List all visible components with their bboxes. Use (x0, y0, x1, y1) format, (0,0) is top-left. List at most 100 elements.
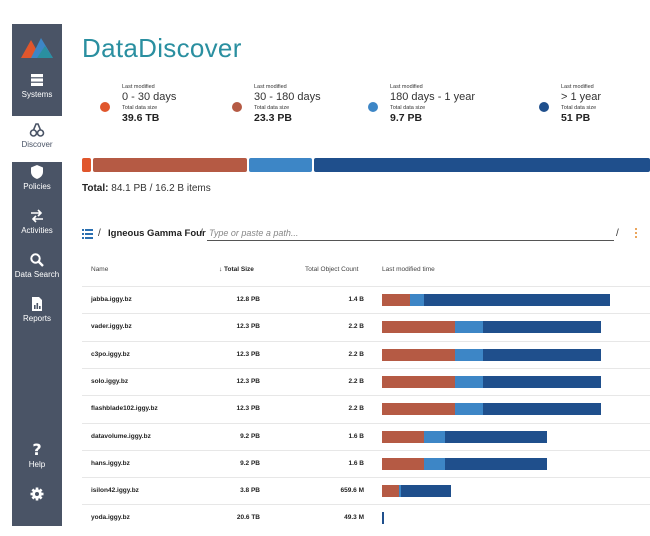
column-header-last-modified[interactable]: Last modified time (382, 266, 435, 273)
row-name[interactable]: flashblade102.iggy.bz (91, 405, 158, 413)
sidebar-item-label: Discover (21, 140, 53, 149)
table-row[interactable]: datavolume.iggy.bz 9.2 PB 1.6 B (82, 422, 650, 451)
sidebar-item-activities[interactable]: Activities (12, 208, 62, 252)
sidebar-item-label: Systems (21, 90, 53, 99)
table-row[interactable]: vader.iggy.bz 12.3 PB 2.2 B (82, 313, 650, 341)
row-age-segment (483, 403, 601, 416)
sidebar-item-data-search[interactable]: Data Search (12, 252, 62, 296)
binoculars-icon (29, 123, 45, 137)
path-bar: / Igneous Gamma Four / / (82, 226, 650, 244)
row-name[interactable]: hans.iggy.bz (91, 459, 130, 467)
row-count: 659.6 M (340, 487, 365, 495)
help-button[interactable]: ? Help (12, 442, 62, 486)
table-row[interactable]: hans.iggy.bz 9.2 PB 1.6 B (82, 449, 650, 478)
row-age-segment (382, 403, 455, 416)
row-count: 1.4 B (348, 296, 364, 303)
search-icon (30, 253, 44, 267)
row-size: 3.8 PB (240, 487, 260, 495)
row-name[interactable]: datavolume.iggy.bz (91, 432, 151, 440)
row-name[interactable]: jabba.iggy.bz (91, 296, 132, 303)
sidebar-item-label: Data Search (14, 270, 60, 279)
row-name[interactable]: solo.iggy.bz (91, 377, 129, 385)
legend-dot-icon (232, 102, 242, 112)
path-separator: / (98, 228, 101, 239)
sidebar-item-reports[interactable]: Reports (12, 296, 62, 340)
row-count: 2.2 B (348, 377, 364, 385)
help-label: Help (28, 460, 46, 469)
row-count: 2.2 B (348, 350, 364, 358)
legend-dot-icon (100, 102, 110, 112)
row-age-segment (455, 321, 483, 334)
row-age-segment (424, 430, 445, 443)
legend-last-modified-label: Last modified (122, 84, 155, 90)
row-age-segment (483, 375, 601, 388)
legend-last-modified-label: Last modified (561, 84, 594, 90)
row-size: 9.2 PB (240, 459, 260, 467)
path-trailing-separator: / (616, 228, 619, 239)
row-count: 49.3 M (344, 514, 364, 522)
legend-dot-icon (368, 102, 378, 112)
row-age-segment (483, 321, 601, 334)
total-distribution-bar (82, 158, 650, 172)
column-header-total-size[interactable]: ↓ Total Size (219, 266, 254, 273)
legend-size-label: Total data size (390, 105, 426, 111)
legend-size-label: Total data size (254, 105, 290, 111)
row-age-segment (382, 321, 455, 334)
row-age-segment (383, 512, 384, 525)
table-row[interactable]: c3po.iggy.bz 12.3 PB 2.2 B (82, 340, 650, 369)
row-name[interactable]: c3po.iggy.bz (91, 350, 130, 358)
row-age-segment (455, 348, 483, 361)
gear-icon (30, 487, 44, 501)
table-row[interactable]: isilon42.iggy.bz 3.8 PB 659.6 M (82, 477, 650, 505)
column-header-name[interactable]: Name (91, 266, 109, 273)
table-row[interactable]: flashblade102.iggy.bz 12.3 PB 2.2 B (82, 395, 650, 423)
row-size: 12.8 PB (236, 296, 261, 303)
table-row[interactable]: jabba.iggy.bz 12.8 PB 1.4 B (82, 286, 650, 314)
row-age-segment (455, 375, 483, 388)
path-input[interactable] (207, 226, 614, 241)
row-age-segment (424, 457, 445, 470)
legend-size-label: Total data size (561, 105, 597, 111)
total-value: 84.1 PB / 16.2 B items (111, 183, 211, 194)
sidebar-item-policies[interactable]: Policies (12, 164, 62, 208)
row-name[interactable]: isilon42.iggy.bz (91, 487, 139, 495)
row-size: 9.2 PB (240, 432, 260, 440)
row-count: 2.2 B (348, 405, 364, 413)
settings-button[interactable] (12, 486, 62, 530)
row-name[interactable]: vader.iggy.bz (91, 323, 132, 331)
main-content: DataDiscover Last modified 0 - 30 days Tot… (82, 24, 650, 536)
sidebar: Systems Discover Policies Activities Dat… (12, 24, 62, 526)
legend-size-label: Total data size (122, 105, 158, 111)
row-age-segment (399, 485, 401, 498)
table-row[interactable]: solo.iggy.bz 12.3 PB 2.2 B (82, 367, 650, 396)
legend-dot-icon (539, 102, 549, 112)
row-age-segment (483, 348, 601, 361)
breadcrumb-root[interactable]: Igneous Gamma Four (108, 228, 206, 239)
legend-range: 30 - 180 days (254, 91, 321, 103)
legend-size: 23.3 PB (254, 112, 292, 124)
legend-size: 39.6 TB (122, 112, 160, 124)
table-row[interactable]: yoda.iggy.bz 20.6 TB 49.3 M (82, 504, 650, 532)
question-icon: ? (32, 440, 42, 459)
report-icon (32, 297, 42, 311)
row-age-segment (455, 403, 483, 416)
row-size: 12.3 PB (236, 377, 261, 385)
row-size: 12.3 PB (236, 323, 261, 331)
sidebar-item-discover[interactable]: Discover (12, 116, 62, 162)
distribution-segment (93, 158, 247, 172)
legend-size: 51 PB (561, 112, 591, 124)
legend-range: > 1 year (561, 91, 602, 103)
row-age-segment (424, 294, 610, 306)
row-age-bar (382, 512, 384, 525)
list-icon[interactable] (82, 229, 93, 239)
legend-range: 0 - 30 days (122, 91, 177, 103)
sidebar-item-systems[interactable]: Systems (12, 72, 62, 116)
distribution-segment (314, 158, 650, 172)
legend-size: 9.7 PB (390, 112, 423, 124)
more-options-icon[interactable] (635, 228, 639, 240)
distribution-segment (82, 158, 91, 172)
row-size: 20.6 TB (236, 514, 260, 522)
column-header-object-count[interactable]: Total Object Count (305, 266, 359, 273)
row-name[interactable]: yoda.iggy.bz (91, 514, 130, 522)
sidebar-item-label: Policies (23, 182, 51, 191)
